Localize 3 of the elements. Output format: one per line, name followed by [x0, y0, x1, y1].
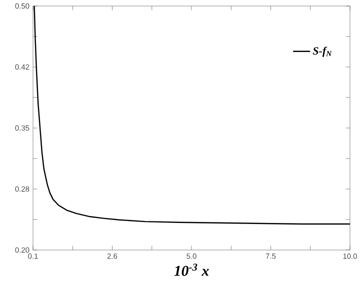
- legend-label: S-f$_{N}$: [312, 46, 332, 57]
- line-series: [34, 6, 350, 225]
- x-axis-title: 10$^{-3}$ x: [174, 264, 209, 276]
